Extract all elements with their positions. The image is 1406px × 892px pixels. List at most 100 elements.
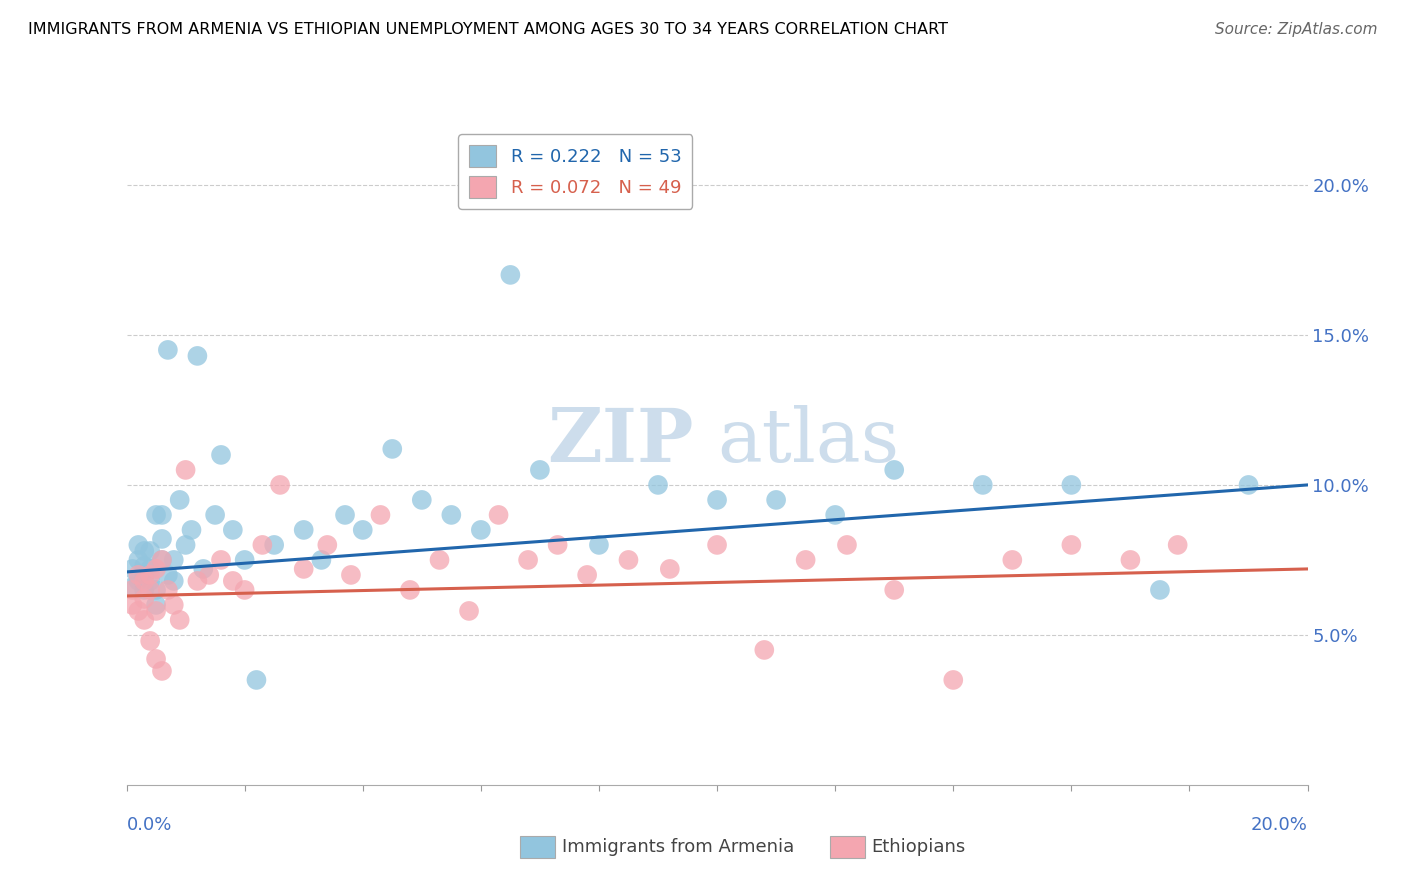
Point bbox=[150, 508, 173, 522]
Legend: R = 0.222   N = 53, R = 0.072   N = 49: R = 0.222 N = 53, R = 0.072 N = 49 bbox=[458, 134, 692, 209]
Point bbox=[794, 553, 817, 567]
Text: Source: ZipAtlas.com: Source: ZipAtlas.com bbox=[1215, 22, 1378, 37]
Point bbox=[150, 553, 173, 567]
Point bbox=[145, 582, 167, 597]
Point bbox=[440, 508, 463, 522]
Point bbox=[658, 562, 681, 576]
Point bbox=[209, 553, 232, 567]
Text: Immigrants from Armenia: Immigrants from Armenia bbox=[562, 838, 794, 856]
Point bbox=[169, 613, 191, 627]
Point bbox=[163, 598, 186, 612]
Point bbox=[488, 508, 510, 522]
Point bbox=[245, 673, 267, 687]
Point bbox=[429, 553, 451, 567]
Point bbox=[139, 582, 162, 597]
Point bbox=[139, 634, 162, 648]
Point bbox=[169, 492, 191, 507]
Point bbox=[198, 568, 221, 582]
Point bbox=[576, 568, 599, 582]
Text: atlas: atlas bbox=[717, 405, 900, 478]
Point bbox=[1001, 553, 1024, 567]
Point bbox=[333, 508, 356, 522]
Point bbox=[411, 492, 433, 507]
Point bbox=[269, 478, 291, 492]
Point bbox=[150, 553, 173, 567]
Point bbox=[139, 562, 162, 576]
Point bbox=[883, 582, 905, 597]
Point bbox=[121, 580, 143, 594]
Point bbox=[972, 478, 994, 492]
Point bbox=[263, 538, 285, 552]
Point bbox=[942, 673, 965, 687]
Point bbox=[180, 523, 202, 537]
Point bbox=[311, 553, 333, 567]
Point bbox=[145, 604, 167, 618]
Text: ZIP: ZIP bbox=[547, 405, 693, 478]
Point bbox=[399, 582, 422, 597]
Point bbox=[470, 523, 492, 537]
Point bbox=[139, 544, 162, 558]
Point bbox=[352, 523, 374, 537]
Point bbox=[706, 492, 728, 507]
Point bbox=[1060, 538, 1083, 552]
Point bbox=[233, 553, 256, 567]
Point bbox=[222, 523, 245, 537]
Point bbox=[706, 538, 728, 552]
Point bbox=[127, 568, 149, 582]
Point bbox=[233, 582, 256, 597]
Point bbox=[139, 568, 162, 582]
Point bbox=[588, 538, 610, 552]
Point bbox=[156, 568, 179, 582]
Point bbox=[121, 582, 143, 597]
Point bbox=[121, 562, 143, 576]
Text: 20.0%: 20.0% bbox=[1251, 816, 1308, 834]
Point bbox=[209, 448, 232, 462]
Point bbox=[186, 574, 208, 588]
Point bbox=[292, 523, 315, 537]
Point bbox=[186, 349, 208, 363]
Point bbox=[824, 508, 846, 522]
Point bbox=[1060, 478, 1083, 492]
Point bbox=[340, 568, 363, 582]
Point bbox=[292, 562, 315, 576]
Point bbox=[193, 562, 215, 576]
Point bbox=[252, 538, 274, 552]
Text: 0.0%: 0.0% bbox=[127, 816, 172, 834]
Point bbox=[134, 582, 156, 597]
Point bbox=[754, 643, 776, 657]
Point bbox=[139, 574, 162, 588]
Point bbox=[145, 652, 167, 666]
Point bbox=[127, 604, 149, 618]
Point bbox=[150, 532, 173, 546]
Point bbox=[370, 508, 392, 522]
Point bbox=[134, 574, 156, 588]
Point bbox=[134, 558, 156, 573]
Point bbox=[134, 568, 156, 582]
Point bbox=[204, 508, 226, 522]
Point bbox=[1149, 582, 1171, 597]
Point bbox=[121, 598, 143, 612]
Point bbox=[134, 591, 156, 606]
Point bbox=[163, 574, 186, 588]
Point bbox=[134, 544, 156, 558]
Point bbox=[765, 492, 787, 507]
Point bbox=[174, 538, 197, 552]
Point bbox=[150, 664, 173, 678]
Point bbox=[647, 478, 669, 492]
Point bbox=[127, 574, 149, 588]
Point bbox=[883, 463, 905, 477]
Point bbox=[499, 268, 522, 282]
Point bbox=[163, 553, 186, 567]
Point bbox=[156, 343, 179, 357]
Text: IMMIGRANTS FROM ARMENIA VS ETHIOPIAN UNEMPLOYMENT AMONG AGES 30 TO 34 YEARS CORR: IMMIGRANTS FROM ARMENIA VS ETHIOPIAN UNE… bbox=[28, 22, 948, 37]
Point bbox=[1237, 478, 1260, 492]
Point bbox=[1167, 538, 1189, 552]
Point bbox=[316, 538, 339, 552]
Point bbox=[145, 598, 167, 612]
Point bbox=[458, 604, 481, 618]
Point bbox=[1119, 553, 1142, 567]
Point bbox=[517, 553, 540, 567]
Point bbox=[134, 613, 156, 627]
Point bbox=[547, 538, 569, 552]
Point bbox=[145, 508, 167, 522]
